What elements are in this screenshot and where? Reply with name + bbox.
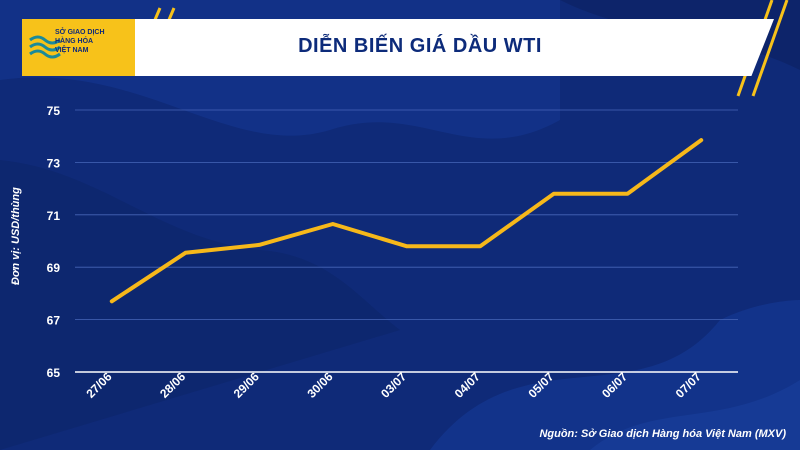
y-axis-label: Đơn vị: USD/thùng (10, 187, 22, 285)
y-axis-ticks: 65 67 69 71 73 75 (47, 104, 61, 380)
logo-line-2: HÀNG HÓA (55, 38, 94, 45)
title-banner (22, 19, 774, 76)
y-tick-label: 71 (47, 209, 61, 223)
series-wti (109, 138, 704, 304)
grid-lines (75, 109, 738, 373)
chart-title: DIỄN BIẾN GIÁ DẦU WTI (298, 35, 542, 57)
y-tick-label: 65 (47, 366, 61, 380)
logo-text: SỞ GIAO DỊCH HÀNG HÓA VIỆT NAM (55, 28, 133, 55)
y-tick-label: 75 (47, 104, 61, 118)
y-tick-label: 67 (47, 314, 61, 328)
x-tick-label: 30/06 (304, 369, 335, 400)
source-note: Nguồn: Sở Giao dịch Hàng hóa Việt Nam (M… (539, 428, 786, 440)
logo-line-3: VIỆT NAM (55, 47, 89, 54)
x-tick-label: 03/07 (378, 369, 409, 400)
y-tick-label: 69 (47, 261, 61, 275)
logo (22, 19, 135, 76)
x-tick-label: 04/07 (452, 369, 483, 400)
logo-line-1: SỞ GIAO DỊCH (55, 29, 105, 36)
y-tick-label: 73 (47, 156, 61, 170)
logo-mark-icon (29, 35, 61, 59)
